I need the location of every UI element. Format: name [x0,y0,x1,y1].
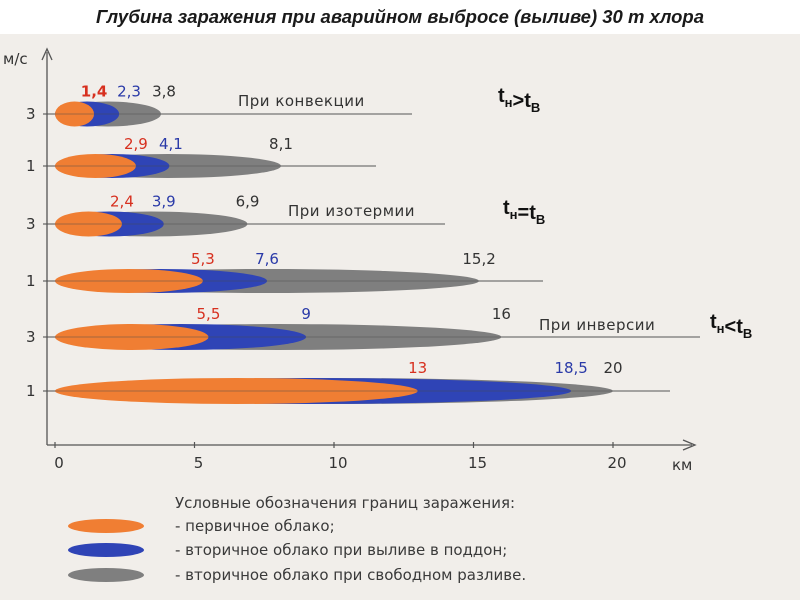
y-axis-label: м/с [3,50,28,68]
value-label-free: 3,8 [152,83,176,101]
value-label-free: 20 [603,359,622,377]
value-label-pallet: 4,1 [159,135,183,153]
value-label-primary: 5,5 [197,305,221,323]
value-label-free: 15,2 [462,250,495,268]
x-tick-label: 10 [328,454,347,472]
y-tick-label: 1 [26,272,36,290]
value-label-primary: 2,4 [110,193,134,211]
value-label-primary: 13 [408,359,427,377]
value-label-free: 6,9 [236,193,260,211]
value-label-pallet: 7,6 [255,250,279,268]
chart-title: Глубина заражения при аварийном выбросе … [95,6,705,27]
value-label-pallet: 3,9 [152,193,176,211]
x-tick-label: 15 [468,454,487,472]
value-label-pallet: 18,5 [554,359,587,377]
legend-item-label: - вторичное облако при свободном разливе… [175,566,526,584]
x-tick-label: 0 [54,454,64,472]
y-tick-label: 3 [26,105,36,123]
value-label-primary: 1,4 [81,83,108,101]
y-tick-label: 3 [26,328,36,346]
group-label: При конвекции [238,92,365,110]
value-label-primary: 2,9 [124,135,148,153]
legend-title: Условные обозначения границ заражения: [175,494,515,512]
y-tick-label: 1 [26,157,36,175]
legend-item-label: - первичное облако; [175,517,335,535]
x-axis-arrow [682,439,697,451]
legend-swatch [68,519,144,533]
legend-item-label: - вторичное облако при выливе в поддон; [175,541,507,559]
y-axis-arrow [41,47,53,61]
value-label-pallet: 9 [301,305,311,323]
group-label: При инверсии [539,316,655,334]
value-label-free: 16 [492,305,511,323]
group-label: При изотермии [288,202,415,220]
x-tick-label: 20 [607,454,626,472]
stability-relation: tн<tВ [710,311,752,341]
x-axis-label: км [672,456,692,474]
stability-relation: tн>tВ [498,85,540,115]
value-label-free: 8,1 [269,135,293,153]
legend-swatch [68,568,144,582]
stability-relation: tн=tВ [503,197,545,227]
y-tick-label: 1 [26,382,36,400]
legend-swatch [68,543,144,557]
x-tick-label: 5 [194,454,204,472]
value-label-pallet: 2,3 [117,83,141,101]
value-label-primary: 5,3 [191,250,215,268]
chart-panel [0,34,800,600]
y-tick-label: 3 [26,215,36,233]
